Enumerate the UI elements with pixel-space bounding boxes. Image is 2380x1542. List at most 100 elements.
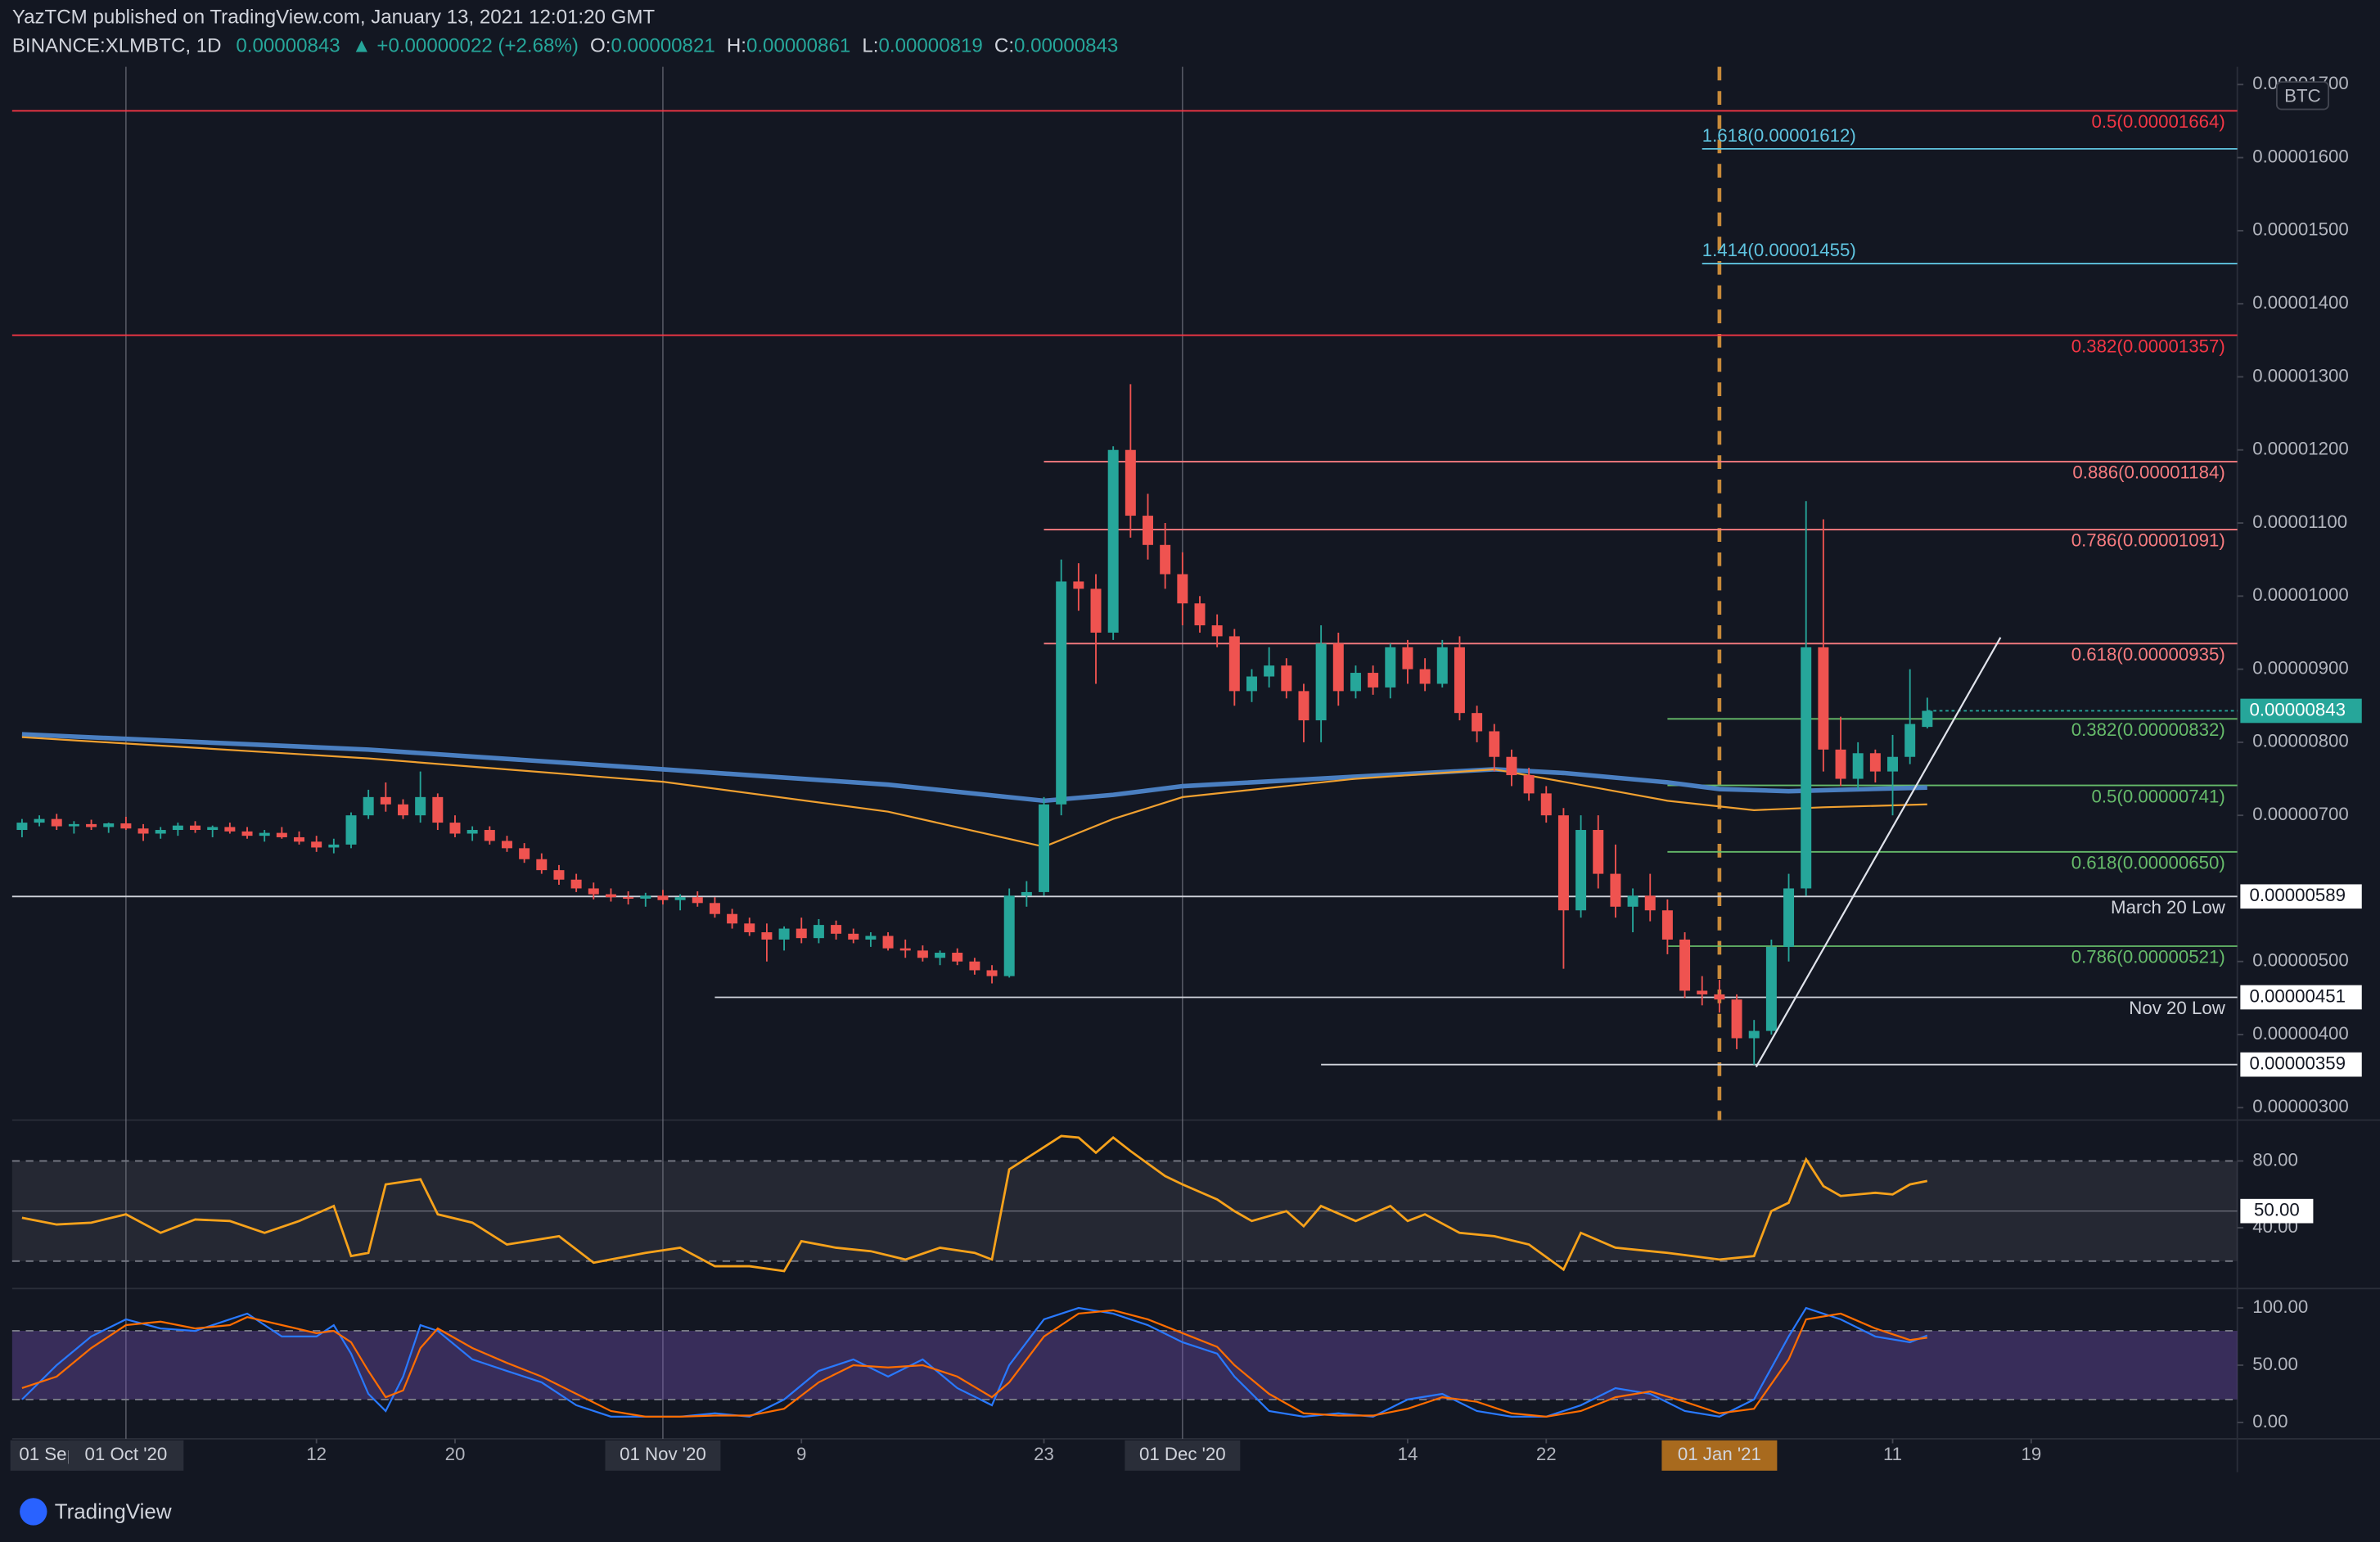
- level-label: 0.786(0.00001091): [2071, 530, 2225, 551]
- marker-label: 50.00: [2254, 1200, 2300, 1220]
- candle-body: [68, 823, 79, 827]
- candle-body: [778, 928, 790, 940]
- x-tick-label: 23: [1034, 1444, 1054, 1464]
- y-tick-label: 0.00000700: [2252, 804, 2349, 824]
- marker-box: [2240, 1198, 2314, 1224]
- o-label: O:: [590, 35, 611, 57]
- trend-line: [1755, 637, 2002, 1068]
- level-label: 0.382(0.00000832): [2071, 719, 2225, 740]
- x-tick-label: 01 Sep: [19, 1444, 77, 1464]
- x-tick-label: 01 Jan '21: [1678, 1444, 1761, 1464]
- candle-body: [848, 933, 859, 940]
- candle-body: [1679, 939, 1691, 991]
- x-tick-label: 11: [1883, 1444, 1902, 1464]
- level-label: March 20 Low: [2111, 897, 2226, 918]
- level-label: 0.618(0.00000935): [2071, 644, 2225, 665]
- l: 0.00000819: [879, 35, 983, 57]
- x-tick-box: [68, 1440, 184, 1471]
- candle-body: [276, 832, 287, 837]
- candle-body: [1090, 588, 1102, 633]
- candle-body: [345, 815, 357, 845]
- indicator-line: [21, 1309, 1927, 1418]
- candle-body: [259, 832, 270, 836]
- candle-body: [761, 932, 773, 940]
- candle-body: [1904, 724, 1916, 757]
- candle-body: [1731, 999, 1742, 1039]
- candle-body: [484, 830, 495, 841]
- logo: TradingView: [20, 1498, 172, 1526]
- h: 0.00000861: [746, 35, 850, 57]
- candle-body: [86, 823, 97, 827]
- x-tick-label: 22: [1536, 1444, 1557, 1464]
- level-label: Nov 20 Low: [2129, 998, 2225, 1018]
- level-label: 1.414(0.00001455): [1702, 240, 1856, 260]
- level-label: 0.5(0.00001664): [2092, 111, 2225, 132]
- level-label: 1.618(0.00001612): [1702, 125, 1856, 146]
- candle-body: [294, 836, 305, 842]
- candle-body: [1402, 647, 1413, 670]
- candle-body: [917, 950, 928, 958]
- logo-icon: [20, 1498, 47, 1526]
- candle-body: [1039, 804, 1050, 892]
- candle-body: [1246, 676, 1257, 692]
- last-price-label: 0.00000843: [2250, 699, 2346, 719]
- level-label: 0.382(0.00001357): [2071, 336, 2225, 356]
- candle-body: [363, 796, 374, 816]
- c: 0.00000843: [1014, 35, 1118, 57]
- candle-body: [969, 961, 980, 971]
- candle-body: [813, 925, 824, 939]
- y-tick-label: 0.00001400: [2252, 292, 2349, 313]
- level-label: 0.886(0.00001184): [2072, 462, 2224, 483]
- moving-average: [21, 736, 1927, 848]
- y-tick-label: 0.00000900: [2252, 657, 2349, 678]
- candle-body: [727, 913, 738, 924]
- candle-body: [120, 823, 132, 829]
- y-tick-label: 0.00000300: [2252, 1096, 2349, 1116]
- candle-body: [570, 879, 582, 889]
- candle-body: [172, 825, 183, 831]
- h-label: H:: [727, 35, 746, 57]
- x-tick-label: 14: [1398, 1444, 1418, 1464]
- candle-body: [1818, 647, 1829, 750]
- level-label: 0.5(0.00000741): [2092, 786, 2225, 806]
- candle-body: [865, 936, 877, 940]
- candle-body: [1506, 756, 1517, 776]
- candle-body: [623, 897, 634, 900]
- o: 0.00000821: [611, 35, 714, 57]
- candle-body: [51, 818, 62, 827]
- candle-body: [536, 859, 548, 871]
- level-label: 0.786(0.00000521): [2071, 947, 2225, 967]
- candle-body: [1436, 647, 1448, 684]
- candle-body: [1472, 713, 1483, 732]
- y-tick-label: 0.00001200: [2252, 439, 2349, 459]
- candle-body: [1211, 625, 1223, 637]
- candle-body: [207, 827, 219, 831]
- last: 0.00000843: [236, 35, 340, 57]
- candle-body: [1385, 647, 1396, 688]
- l-label: L:: [862, 35, 878, 57]
- candle-body: [1264, 665, 1275, 677]
- x-tick-label: 01 Dec '20: [1139, 1444, 1226, 1464]
- band: [11, 1330, 2238, 1400]
- candle-body: [553, 870, 565, 880]
- candle-body: [1125, 449, 1136, 516]
- candle-body: [1489, 731, 1500, 757]
- x-tick-label: 01 Nov '20: [620, 1444, 706, 1464]
- candle-body: [1697, 990, 1708, 994]
- candle-body: [1627, 895, 1639, 907]
- x-tick-label: 12: [306, 1444, 327, 1464]
- candle-body: [1887, 756, 1899, 772]
- candle-body: [241, 831, 253, 836]
- candle-body: [1801, 647, 1812, 889]
- candle-body: [1143, 516, 1153, 545]
- indicator-line: [21, 1306, 1928, 1418]
- candle-body: [415, 796, 426, 816]
- candle-body: [1419, 669, 1431, 684]
- candle-body: [397, 804, 408, 816]
- candle-body: [674, 897, 686, 900]
- candle-body: [1523, 775, 1535, 794]
- moving-average: [21, 732, 1927, 804]
- candle-body: [1281, 665, 1292, 692]
